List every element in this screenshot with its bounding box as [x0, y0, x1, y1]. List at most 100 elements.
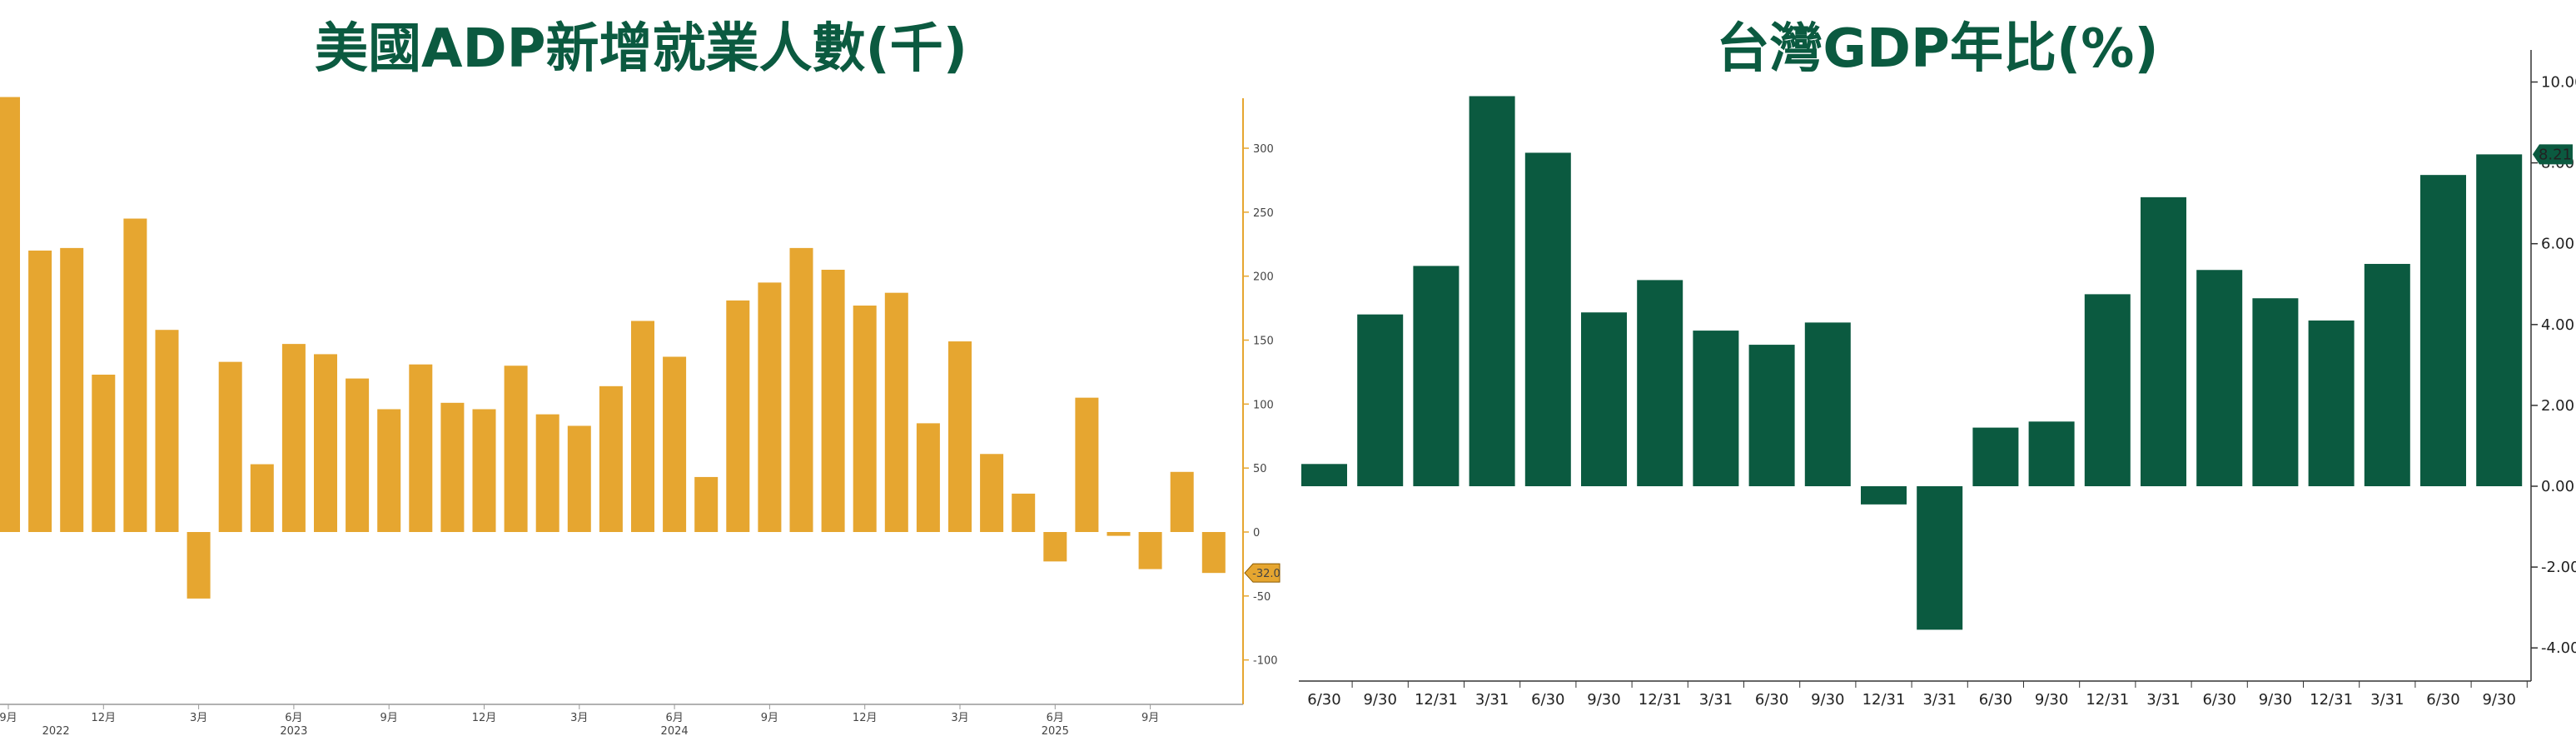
gdp-bar: [1861, 486, 1907, 505]
gdp-bar: [1748, 345, 1795, 486]
gdp-x-tick-label: 9/30: [2482, 691, 2515, 709]
adp-x-tick-label: 3月: [570, 712, 588, 724]
adp-last-value-label: -32.0: [1252, 568, 1281, 580]
gdp-bar: [1469, 96, 1515, 487]
gdp-x-tick-label: 3/31: [1699, 691, 1733, 709]
gdp-x-tick-label: 3/31: [1922, 691, 1956, 709]
gdp-x-tick-label: 3/31: [2146, 691, 2180, 709]
gdp-x-tick-label: 3/31: [1475, 691, 1509, 709]
gdp-x-tick-label: 12/31: [2086, 691, 2129, 709]
gdp-bar: [1917, 486, 1963, 630]
gdp-x-tick-label: 6/30: [2426, 691, 2459, 709]
gdp-x-tick-label: 9/30: [1363, 691, 1396, 709]
adp-year-label: 2024: [661, 725, 689, 736]
adp-bar: [789, 247, 813, 532]
adp-bar: [916, 423, 940, 532]
adp-y-tick-label: 300: [1253, 143, 1274, 156]
adp-year-label: 2022: [42, 725, 70, 736]
gdp-bar: [2252, 298, 2299, 486]
gdp-x-tick-label: 9/30: [1811, 691, 1844, 709]
gdp-y-tick-label: 0.00: [2541, 478, 2574, 495]
gdp-last-value-tag: [2533, 144, 2573, 165]
adp-bar: [1043, 532, 1067, 562]
adp-x-tick-label: 6月: [285, 712, 302, 724]
gdp-bar: [1413, 266, 1460, 486]
adp-bar: [821, 269, 845, 532]
gdp-x-tick-label: 12/31: [1862, 691, 1906, 709]
gdp-bar: [1524, 152, 1571, 486]
gdp-bar: [1693, 331, 1739, 486]
adp-x-tick-label: 9月: [761, 712, 778, 724]
adp-y-tick-label: 150: [1253, 336, 1274, 348]
adp-x-tick-label: 6月: [665, 712, 683, 724]
adp-x-tick-label: 9月: [1141, 712, 1159, 724]
adp-last-value-tag: [1244, 563, 1281, 583]
gdp-bar: [1804, 322, 1851, 486]
adp-y-tick-label: 250: [1253, 207, 1274, 220]
gdp-bar: [2196, 270, 2243, 486]
adp-bar: [123, 218, 147, 532]
gdp-x-tick-label: 9/30: [2259, 691, 2292, 709]
chart-title-taiwan-gdp: 台灣GDP年比(%): [1716, 18, 2159, 80]
adp-bar: [853, 306, 877, 532]
adp-bar: [663, 356, 687, 532]
gdp-bar: [1301, 464, 1347, 486]
adp-x-tick-label: 3月: [190, 712, 207, 724]
gdp-x-tick-label: 6/30: [2202, 691, 2235, 709]
chart-title-adp: 美國ADP新增就業人數(千): [314, 18, 968, 80]
gdp-bar: [2084, 294, 2131, 486]
adp-bar: [1075, 397, 1099, 532]
gdp-x-tick-label: 6/30: [1755, 691, 1788, 709]
adp-bar: [250, 464, 274, 532]
adp-bar: [409, 364, 433, 532]
adp-bar: [1170, 471, 1194, 532]
adp-bar: [377, 409, 401, 532]
adp-bar: [980, 454, 1004, 532]
gdp-bar: [2028, 421, 2075, 486]
gdp-y-tick-label: 2.00: [2541, 397, 2574, 415]
gdp-y-tick-label: 6.00: [2541, 236, 2574, 253]
adp-bar: [218, 361, 242, 532]
adp-bar: [1012, 493, 1036, 532]
adp-bar: [758, 282, 782, 532]
adp-bar: [60, 247, 84, 532]
adp-bar: [186, 532, 211, 599]
adp-year-label: 2025: [1042, 725, 1069, 736]
gdp-x-tick-label: 9/30: [1587, 691, 1620, 709]
gdp-x-tick-label: 12/31: [2310, 691, 2353, 709]
adp-bar: [92, 374, 116, 532]
gdp-last-value-label: 8.21: [2539, 146, 2572, 163]
adp-bar: [631, 321, 654, 532]
adp-bar: [948, 341, 972, 532]
gdp-y-tick-label: -2.00: [2541, 559, 2576, 576]
adp-x-tick-label: 12月: [472, 712, 497, 724]
adp-y-tick-label: 50: [1253, 463, 1267, 475]
adp-bar: [599, 385, 623, 532]
gdp-x-tick-label: 12/31: [1639, 691, 1682, 709]
adp-bar: [281, 344, 306, 532]
gdp-bar: [2420, 175, 2466, 487]
adp-bar: [884, 292, 908, 532]
adp-x-tick-label: 3月: [951, 712, 968, 724]
gdp-x-tick-label: 6/30: [1531, 691, 1564, 709]
adp-x-tick-label: 9月: [0, 712, 17, 724]
adp-x-tick-label: 12月: [92, 712, 117, 724]
gdp-x-tick-label: 12/31: [1415, 691, 1458, 709]
adp-bar: [155, 330, 179, 532]
adp-x-tick-label: 9月: [380, 712, 398, 724]
gdp-bar: [1357, 314, 1404, 486]
adp-x-tick-label: 12月: [853, 712, 878, 724]
adp-bar: [28, 250, 52, 532]
gdp-y-tick-label: -4.00: [2541, 639, 2576, 657]
adp-y-tick-label: -50: [1253, 591, 1271, 604]
adp-year-label: 2023: [280, 725, 307, 736]
adp-y-tick-label: 100: [1253, 399, 1274, 411]
adp-y-tick-label: 0: [1253, 527, 1260, 540]
gdp-x-tick-label: 9/30: [2035, 691, 2068, 709]
adp-bar: [0, 97, 20, 532]
gdp-x-tick-label: 6/30: [1979, 691, 2012, 709]
adp-y-tick-label: -100: [1253, 655, 1278, 668]
adp-y-tick-label: 200: [1253, 271, 1274, 284]
adp-bar: [1201, 532, 1226, 574]
